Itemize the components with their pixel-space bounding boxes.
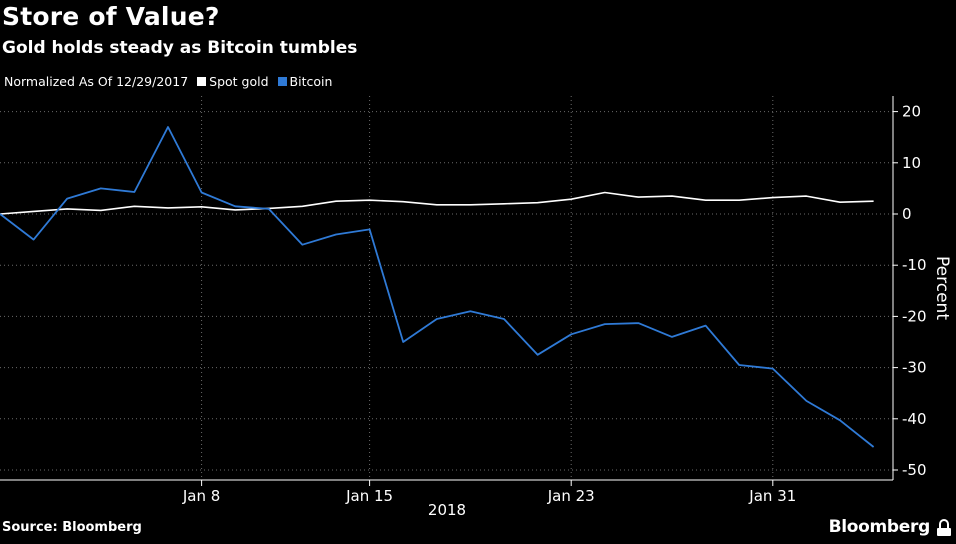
brand-logo: Bloomberg	[828, 517, 931, 537]
series-line-bitcoin	[0, 126, 875, 448]
legend-note: Normalized As Of 12/29/2017	[4, 74, 189, 89]
y-tick-label: -10	[902, 256, 927, 274]
y-tick-label: -50	[902, 461, 927, 479]
y-tick-label: -30	[902, 359, 927, 377]
x-year-label: 2018	[428, 501, 466, 519]
legend: Normalized As Of 12/29/2017 Spot gold Bi…	[4, 74, 332, 89]
chart-title: Store of Value?	[2, 2, 220, 31]
legend-label-gold: Spot gold	[209, 74, 269, 89]
chart-subtitle: Gold holds steady as Bitcoin tumbles	[2, 38, 358, 58]
y-tick-label: 10	[902, 154, 921, 172]
series-line-spot-gold	[0, 191, 874, 215]
y-axis-label: Percent	[932, 256, 952, 320]
x-tick-label: Jan 23	[547, 487, 595, 505]
source-note: Source: Bloomberg	[2, 520, 142, 535]
x-tick-label: Jan 8	[182, 487, 220, 505]
legend-swatch-gold	[197, 77, 207, 86]
bloomberg-terminal-icon	[937, 519, 951, 536]
x-tick-label: Jan 31	[748, 487, 796, 505]
y-tick-label: 0	[902, 205, 912, 223]
legend-label-bitcoin: Bitcoin	[289, 74, 333, 89]
y-tick-label: -20	[902, 307, 927, 325]
y-tick-label: 20	[902, 103, 921, 121]
y-tick-label: -40	[902, 410, 927, 428]
legend-swatch-bitcoin	[277, 77, 287, 86]
x-tick-label: Jan 15	[345, 487, 393, 505]
